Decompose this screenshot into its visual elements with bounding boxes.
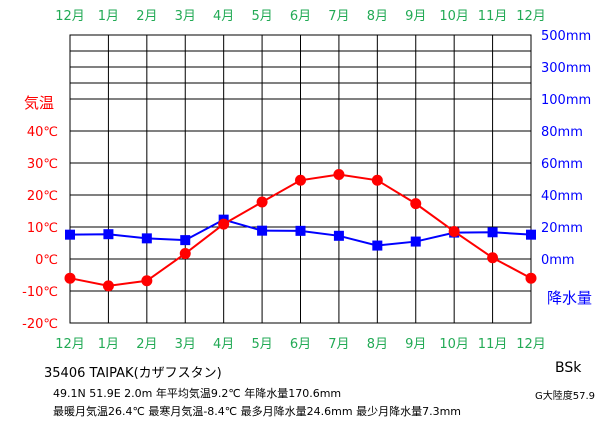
precip-tick-label: 80mm bbox=[541, 125, 583, 140]
precipitation-point bbox=[103, 229, 114, 240]
temperature-point bbox=[333, 169, 345, 181]
month-label-bottom: 7月 bbox=[328, 337, 349, 352]
month-label-top: 10月 bbox=[439, 9, 469, 24]
month-label-top: 11月 bbox=[478, 9, 508, 24]
temp-tick-label: 40℃ bbox=[27, 125, 58, 140]
precip-tick-label: 0mm bbox=[541, 253, 575, 268]
precip-tick-label: 500mm bbox=[541, 29, 591, 44]
temperature-point bbox=[487, 252, 499, 264]
month-label-top: 7月 bbox=[328, 9, 349, 24]
temperature-point bbox=[295, 174, 306, 186]
month-label-bottom: 5月 bbox=[251, 337, 272, 352]
precip-tick-label: 60mm bbox=[541, 157, 583, 172]
precip-tick-label: 20mm bbox=[541, 221, 583, 236]
climate-code: BSk bbox=[555, 360, 582, 376]
temp-tick-label: 30℃ bbox=[27, 157, 58, 172]
temp-tick-label: 20℃ bbox=[27, 189, 58, 204]
month-label-top: 5月 bbox=[251, 9, 272, 24]
month-label-top: 4月 bbox=[213, 9, 234, 24]
month-label-top: 3月 bbox=[175, 9, 196, 24]
axes bbox=[69, 34, 532, 324]
series bbox=[64, 169, 537, 292]
precip-axis-label: 降水量 bbox=[547, 289, 592, 307]
month-label-top: 6月 bbox=[290, 9, 311, 24]
precipitation-point bbox=[180, 235, 191, 246]
station-extremes-summary: 最暖月気温26.4℃ 最寒月気温-8.4℃ 最多月降水量24.6mm 最少月降水… bbox=[53, 405, 461, 418]
precipitation-point bbox=[141, 233, 152, 244]
month-label-bottom: 3月 bbox=[175, 337, 196, 352]
month-label-top: 12月 bbox=[516, 9, 546, 24]
month-label-bottom: 1月 bbox=[98, 337, 119, 352]
precipitation-point bbox=[487, 227, 498, 238]
month-label-top: 2月 bbox=[136, 9, 157, 24]
month-label-bottom: 2月 bbox=[136, 337, 157, 352]
temperature-point bbox=[218, 218, 230, 230]
temperature-point bbox=[141, 275, 153, 287]
precipitation-point bbox=[333, 230, 344, 241]
temp-tick-label: -10℃ bbox=[22, 285, 58, 300]
temperature-point bbox=[371, 174, 383, 186]
month-label-top: 9月 bbox=[405, 9, 426, 24]
precipitation-point bbox=[257, 225, 268, 236]
station-coords-summary: 49.1N 51.9E 2.0m 年平均気温9.2℃ 年降水量170.6mm bbox=[53, 387, 342, 400]
month-label-bottom: 12月 bbox=[516, 337, 546, 352]
month-label-bottom: 11月 bbox=[478, 337, 508, 352]
precipitation-point bbox=[372, 240, 383, 251]
month-label-bottom: 6月 bbox=[290, 337, 311, 352]
temperature-point bbox=[410, 198, 422, 210]
precip-tick-label: 40mm bbox=[541, 189, 583, 204]
labels: 12月 12月 1月 1月 2月 2月 3月 3月 4月 4月 5月 5月 6月 6月 7月 7月 8月 8月 9月… bbox=[22, 9, 592, 352]
precipitation-point bbox=[295, 225, 306, 236]
station-header: 35406 TAIPAK(カザフスタン) bbox=[44, 366, 222, 381]
precip-tick-label: 300mm bbox=[541, 61, 591, 76]
precipitation-point bbox=[526, 229, 536, 240]
month-label-bottom: 12月 bbox=[55, 337, 85, 352]
temp-tick-label: 0℃ bbox=[35, 253, 58, 268]
month-label-top: 8月 bbox=[367, 9, 388, 24]
temp-tick-label: 10℃ bbox=[27, 221, 58, 236]
temp-axis-label: 気温 bbox=[24, 94, 54, 112]
precip-tick-label: 100mm bbox=[541, 93, 591, 108]
temperature-point bbox=[102, 280, 114, 292]
temp-tick-label: -20℃ bbox=[22, 317, 58, 332]
month-label-bottom: 9月 bbox=[405, 337, 426, 352]
temperature-point bbox=[448, 225, 460, 237]
temperature-point bbox=[525, 272, 537, 284]
month-label-bottom: 4月 bbox=[213, 337, 234, 352]
temperature-point bbox=[64, 272, 76, 284]
temperature-point bbox=[256, 196, 268, 208]
climate-chart: 12月 12月 1月 1月 2月 2月 3月 3月 4月 4月 5月 5月 6月 6月 7月 7月 8月 8月 9月… bbox=[22, 9, 592, 352]
precipitation-point bbox=[410, 236, 421, 247]
continentality-index: G大陸度57.9 bbox=[535, 391, 596, 402]
precipitation-point bbox=[65, 229, 75, 240]
plot-frame bbox=[69, 34, 532, 324]
month-label-top: 12月 bbox=[55, 9, 85, 24]
month-label-bottom: 8月 bbox=[367, 337, 388, 352]
month-label-top: 1月 bbox=[98, 9, 119, 24]
temperature-point bbox=[179, 248, 191, 260]
month-label-bottom: 10月 bbox=[439, 337, 469, 352]
